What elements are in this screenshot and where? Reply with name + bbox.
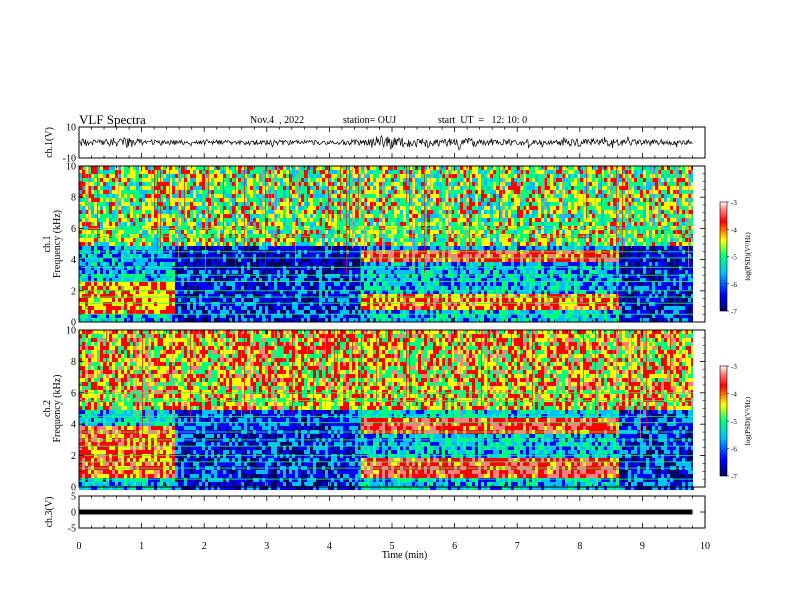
ch1-waveform (78, 134, 693, 151)
y-tick-label: 0 (71, 318, 76, 329)
x-tick-label: 7 (515, 541, 520, 552)
ch3-trace (79, 509, 693, 515)
colorbar-tick-label: -4 (731, 391, 737, 399)
colorbars: -3 -4 -5 -6 -7 log(PSD)(V²/Hz) -3 -4 -5 -6 -7 log(P… (719, 199, 752, 481)
ch1-spectrogram (79, 166, 705, 322)
y-tick-label: 6 (71, 388, 76, 399)
colorbar-tick-label: -5 (731, 418, 737, 426)
start-ut-label: start UT = 12: 10: 0 (438, 115, 528, 126)
colorbar (719, 365, 728, 477)
y-tick-label: 8 (71, 193, 76, 204)
colorbar-tick-label: -6 (731, 446, 737, 454)
x-tick-label: 0 (77, 541, 82, 552)
ch2-spectrogram (79, 330, 705, 490)
x-tick-label: 9 (640, 541, 645, 552)
y-axis-label: Frequency (kHz) (52, 210, 63, 278)
x-tick-label: 8 (577, 541, 582, 552)
y-tick-label: 0 (71, 508, 76, 519)
y-tick-label: 10 (66, 326, 76, 337)
y-axis-label: ch.3(V) (44, 497, 55, 528)
y-tick-label: 5 (71, 492, 76, 503)
colorbar (719, 201, 728, 312)
y-axis-label: ch.1(V) (44, 127, 55, 158)
y-axis-label: ch.2 (42, 400, 53, 417)
y-tick-label: 10 (66, 162, 76, 173)
y-tick-label: 4 (71, 420, 76, 431)
x-tick-label: 10 (700, 541, 710, 552)
x-tick-label: 2 (202, 541, 207, 552)
colorbar-tick-label: -5 (731, 254, 737, 262)
y-tick-label: 10 (66, 123, 76, 134)
y-tick-label: 4 (71, 255, 76, 266)
ch3-waveform (79, 509, 693, 515)
y-tick-label: 2 (71, 286, 76, 297)
y-tick-label: -10 (63, 154, 76, 165)
y-tick-label: 8 (71, 357, 76, 368)
colorbar-tick-label: -7 (731, 473, 737, 481)
y-axis-label: Frequency (kHz) (52, 374, 63, 442)
colorbar-tick-label: -6 (731, 281, 737, 289)
colorbar-label: log(PSD)(V²/Hz) (744, 232, 752, 281)
colorbar-label: log(PSD)(V²/Hz) (744, 396, 752, 445)
y-tick-label: 2 (71, 451, 76, 462)
colorbar-tick-label: -7 (731, 308, 737, 316)
y-tick-label: -5 (68, 524, 76, 535)
colorbar-tick-label: -4 (731, 226, 737, 234)
x-tick-label: 3 (264, 541, 269, 552)
station-label: station= OUJ (343, 115, 397, 126)
x-tick-label: 4 (327, 541, 332, 552)
x-tick-label: 5 (390, 541, 395, 552)
colorbar-tick-label: -3 (731, 363, 737, 371)
y-axis-label: ch.1 (42, 236, 53, 253)
y-tick-label: 6 (71, 224, 76, 235)
ch1-trace (78, 134, 693, 151)
y-tick-label: 0 (71, 483, 76, 494)
x-tick-label: 6 (452, 541, 457, 552)
x-tick-label: 1 (139, 541, 144, 552)
colorbar-tick-label: -3 (731, 199, 737, 207)
date-label: Nov.4 , 2022 (250, 115, 305, 126)
chart-title: VLF Spectra (79, 112, 146, 127)
x-axis-label: Time (min) (382, 550, 427, 561)
